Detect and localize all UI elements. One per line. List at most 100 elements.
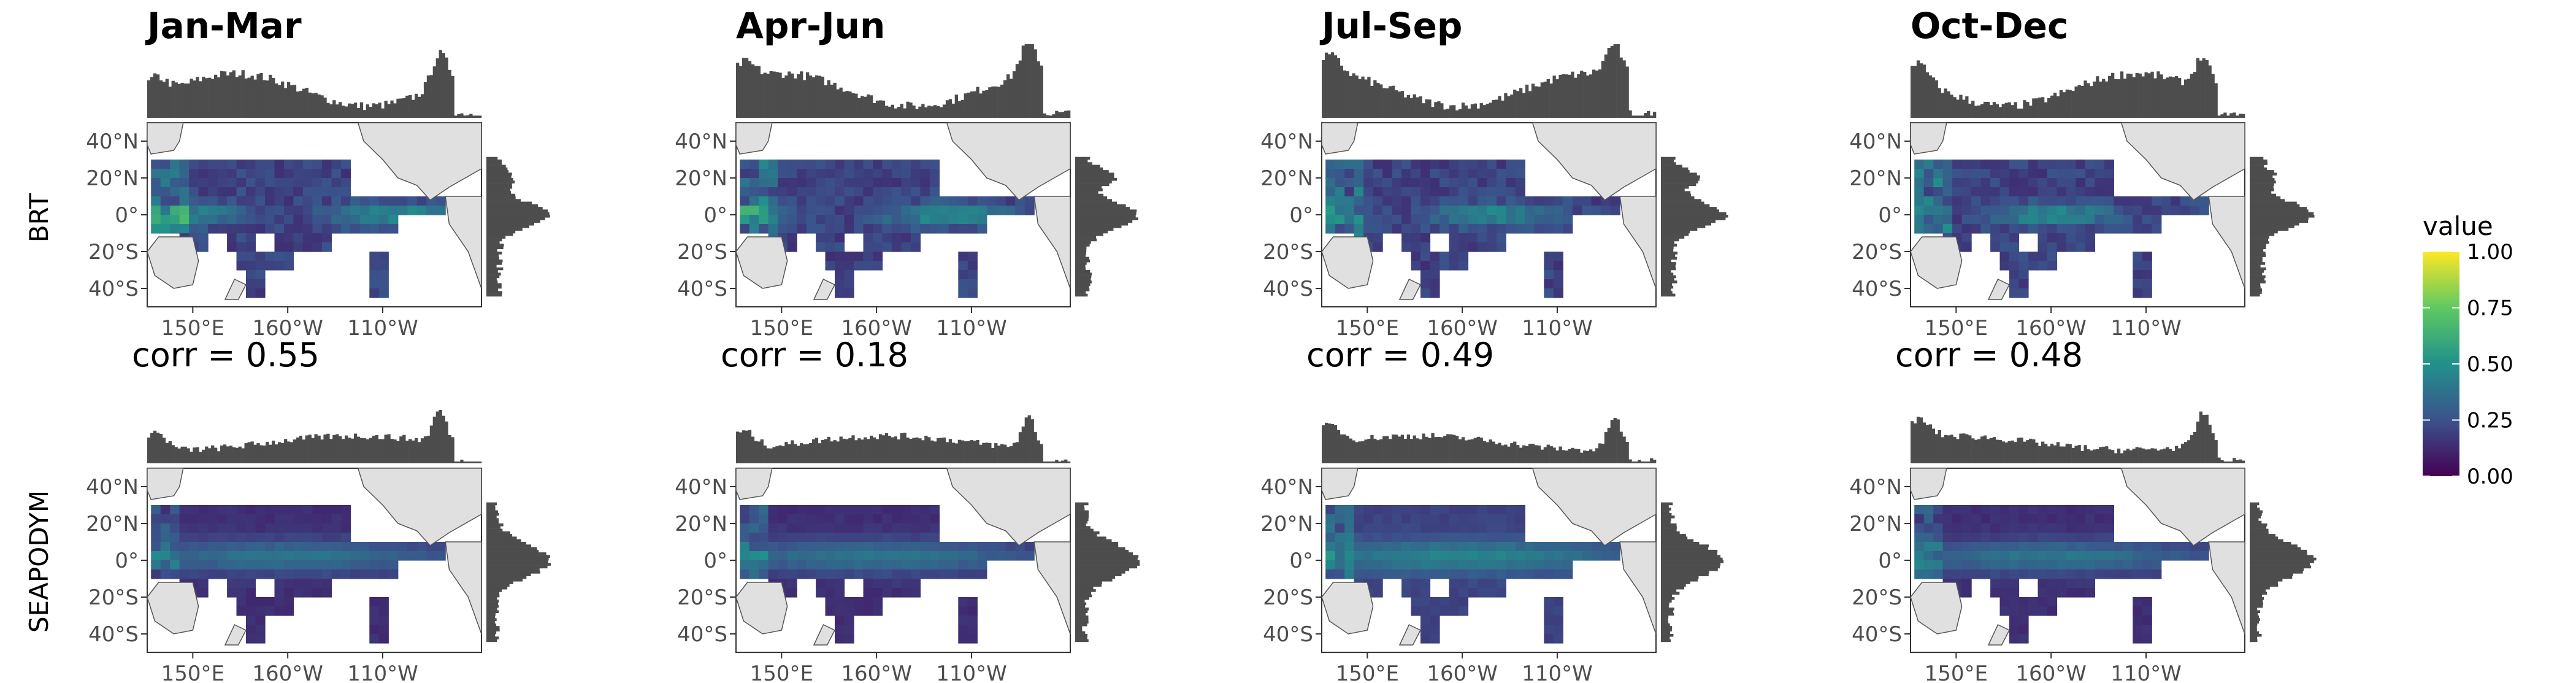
- histogram-bar: [915, 109, 919, 118]
- histogram-bar: [1049, 461, 1052, 463]
- histogram-bar: [174, 82, 178, 118]
- heat-cell: [1354, 569, 1364, 579]
- heat-cell: [863, 215, 873, 225]
- heat-cell: [920, 187, 930, 197]
- histogram-bar: [147, 80, 151, 118]
- heat-cell: [331, 523, 342, 533]
- heat-cell: [293, 196, 304, 206]
- histogram-bar: [486, 228, 523, 231]
- histogram-bar: [2242, 114, 2245, 118]
- heat-cell: [2047, 533, 2058, 542]
- heat-cell: [160, 196, 171, 206]
- heat-cell: [854, 597, 864, 607]
- histogram-bar: [775, 446, 779, 463]
- histogram-bar: [1947, 91, 1950, 118]
- heat-cell: [179, 215, 190, 225]
- histogram-bar: [1075, 191, 1098, 194]
- heat-cell: [1382, 196, 1393, 206]
- histogram-bar: [982, 90, 986, 118]
- heat-cell: [740, 551, 750, 561]
- histogram-bar: [486, 238, 502, 242]
- heat-cell: [293, 542, 304, 552]
- histogram-bar: [833, 440, 837, 463]
- heat-cell: [236, 588, 247, 598]
- heat-cell: [236, 505, 247, 515]
- histogram-bar: [387, 434, 391, 463]
- histogram-bar: [351, 438, 355, 463]
- heat-cell: [312, 588, 323, 598]
- heat-cell: [1515, 542, 1525, 552]
- heat-cell: [1430, 514, 1440, 524]
- heat-cell: [1942, 514, 1953, 524]
- histogram-bar: [214, 447, 218, 463]
- histogram-bar: [1485, 442, 1489, 463]
- histogram-bar: [486, 636, 499, 639]
- histogram-bar: [384, 434, 388, 463]
- heat-cell: [359, 206, 370, 215]
- heat-cell: [1420, 215, 1431, 225]
- histogram-bar: [1336, 58, 1341, 118]
- heat-cell: [350, 215, 361, 225]
- histogram-bar: [1419, 439, 1422, 463]
- heat-cell: [2123, 224, 2133, 234]
- heat-cell: [1477, 242, 1487, 252]
- heat-cell: [844, 224, 854, 234]
- histogram-bar: [426, 436, 431, 463]
- heat-cell: [2057, 169, 2067, 179]
- histogram-bar: [486, 236, 506, 239]
- heat-cell: [2076, 514, 2086, 524]
- heat-cell: [246, 187, 256, 197]
- heat-cell: [293, 206, 304, 215]
- heat-cell: [1563, 206, 1573, 215]
- heat-cell: [2047, 206, 2058, 215]
- heat-cell: [1024, 196, 1035, 206]
- heat-cell: [1363, 542, 1374, 552]
- histogram-bar: [1931, 428, 1935, 463]
- heat-cell: [787, 169, 797, 179]
- heat-cell: [2142, 542, 2152, 552]
- heat-cell: [2009, 625, 2020, 635]
- heat-cell: [1923, 178, 1934, 188]
- heat-cell: [388, 215, 399, 225]
- histogram-bar: [887, 436, 891, 463]
- heat-cell: [1544, 625, 1554, 635]
- heat-cell: [967, 261, 978, 271]
- histogram-bar: [399, 98, 403, 118]
- land-australia: [1321, 582, 1374, 635]
- land-shapes: [1910, 122, 2245, 300]
- histogram-bar: [2135, 72, 2139, 118]
- histogram-bar: [168, 441, 172, 463]
- heat-cell: [1990, 514, 2001, 524]
- histogram-bar: [2250, 555, 2313, 558]
- histogram-bar: [345, 435, 348, 463]
- heat-cell: [967, 224, 978, 234]
- heat-cell: [835, 597, 845, 607]
- heat-cell: [778, 196, 788, 206]
- heat-cell: [835, 215, 845, 225]
- histogram-bar: [2093, 81, 2096, 118]
- heat-cell: [284, 569, 294, 579]
- heat-cell: [1430, 160, 1440, 169]
- histogram-bar: [1033, 49, 1037, 118]
- heat-cell: [1591, 542, 1601, 552]
- heat-cell: [274, 178, 285, 188]
- heat-cell: [1544, 261, 1554, 271]
- histogram-bar: [2250, 639, 2258, 642]
- heat-cell: [179, 206, 190, 215]
- heat-cell: [1496, 169, 1506, 179]
- heat-cell: [816, 560, 826, 570]
- heat-cell: [1487, 196, 1497, 206]
- heat-cell: [806, 196, 816, 206]
- histogram-bar: [1661, 183, 1696, 187]
- heat-cell: [2037, 551, 2048, 561]
- heat-cell: [1942, 187, 1953, 197]
- histogram-bar: [362, 110, 367, 118]
- heat-cell: [236, 169, 247, 179]
- land-south-america: [1033, 196, 1071, 289]
- histogram-bar: [2044, 102, 2048, 118]
- heat-cell: [2057, 242, 2067, 252]
- heat-cell: [321, 588, 332, 598]
- heat-cell: [1344, 160, 1355, 169]
- histogram-bar: [486, 178, 513, 181]
- histogram-bar: [1914, 66, 1917, 118]
